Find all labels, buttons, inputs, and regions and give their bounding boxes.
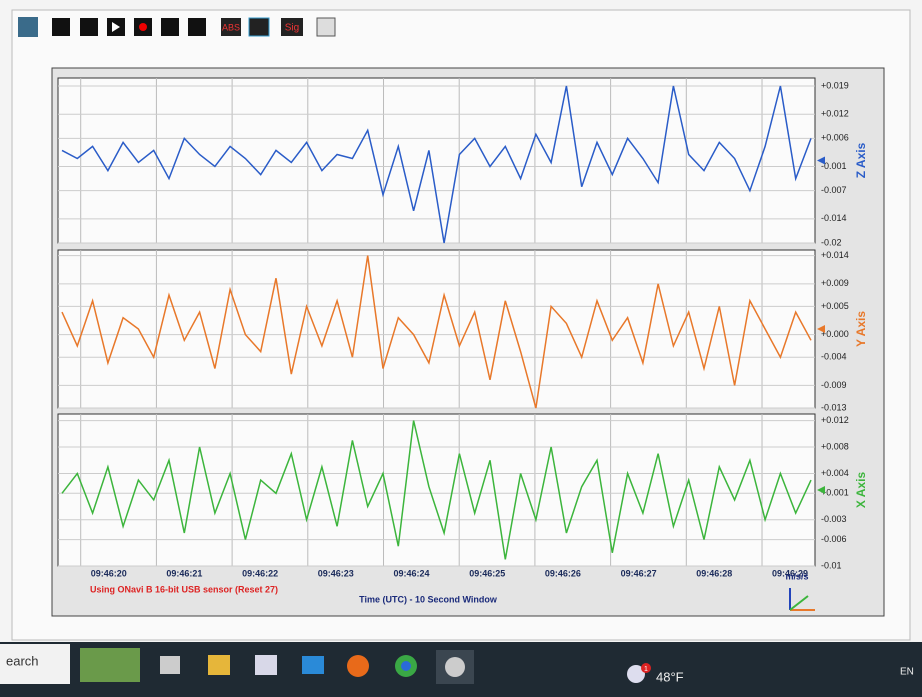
chrome-center <box>401 661 411 671</box>
plot-area <box>57 413 816 567</box>
time-tick-label: 09:46:27 <box>621 568 657 578</box>
weather-icon[interactable] <box>627 665 645 683</box>
y-tick-label: +0.009 <box>821 278 849 288</box>
explorer-icon[interactable] <box>208 655 230 675</box>
y-tick-label: +0.014 <box>821 250 849 260</box>
signal-trace <box>61 420 812 560</box>
plot-area <box>57 77 816 244</box>
time-tick-label: 09:46:24 <box>393 568 429 578</box>
app-icon[interactable] <box>18 17 38 37</box>
sensor-note: Using ONavi B 16-bit USB sensor (Reset 2… <box>90 584 278 594</box>
y-tick-label: -0.01 <box>821 560 842 570</box>
widget-image[interactable] <box>80 648 140 682</box>
time-tick-label: 09:46:22 <box>242 568 278 578</box>
search-box[interactable] <box>0 644 70 684</box>
y-tick-label: +0.012 <box>821 415 849 425</box>
plots: +0.019 +0.012 +0.006 -0.001 -0.007 -0.014 -0.0… <box>57 77 868 578</box>
y-tick-label: +0.005 <box>821 301 849 311</box>
forward-button[interactable] <box>188 18 206 36</box>
abs-label: ABS <box>222 22 240 32</box>
time-tick-label: 09:46:20 <box>91 568 127 578</box>
y-tick-label: -0.001 <box>821 161 847 171</box>
taskview-icon[interactable] <box>160 656 180 674</box>
store-icon[interactable] <box>255 655 277 675</box>
y-tick-label: -0.009 <box>821 380 847 390</box>
time-tick-label: 09:46:23 <box>318 568 354 578</box>
level-marker <box>817 486 825 494</box>
units-label: m/s/s <box>785 571 808 581</box>
scale-button[interactable] <box>248 17 270 37</box>
sig-button[interactable] <box>281 18 303 36</box>
time-axis-title: Time (UTC) - 10 Second Window <box>359 594 498 604</box>
rewind-button[interactable] <box>52 18 70 36</box>
abs-button[interactable] <box>221 18 241 36</box>
y-tick-label: +0.004 <box>821 468 849 478</box>
y-tick-label: +0.012 <box>821 109 849 119</box>
signal-trace <box>61 255 812 409</box>
sig-label: Sig <box>285 23 299 34</box>
y-tick-label: -0.007 <box>821 185 847 195</box>
pause-button[interactable] <box>80 18 98 36</box>
toolbar: ABS Sig <box>18 17 336 37</box>
axis-label: Z Axis <box>854 142 868 178</box>
axes-icon <box>789 588 815 611</box>
y-tick-label: +0.006 <box>821 133 849 143</box>
settings-button[interactable] <box>316 17 336 37</box>
level-marker <box>817 156 825 165</box>
play-icon <box>112 22 120 32</box>
y-tick-label: +0.001 <box>821 488 849 498</box>
weather-text: 48°F <box>656 669 684 684</box>
time-tick-label: 09:46:28 <box>696 568 732 578</box>
record-dot <box>139 23 147 31</box>
y-tick-label: -0.013 <box>821 402 847 412</box>
axis-label: Y Axis <box>854 311 868 347</box>
app-task-icon <box>445 657 465 677</box>
y-tick-label: -0.003 <box>821 514 847 524</box>
y-tick-label: +0.019 <box>821 80 849 90</box>
time-tick-label: 09:46:26 <box>545 568 581 578</box>
time-tick-label: 09:46:25 <box>469 568 505 578</box>
badge-text: 1 <box>644 666 648 673</box>
time-tick-label: 09:46:29 <box>772 568 808 578</box>
time-tick-label: 09:46:21 <box>166 568 202 578</box>
stop-button[interactable] <box>161 18 179 36</box>
mail-icon[interactable] <box>302 656 324 674</box>
signal-trace <box>61 85 812 244</box>
y-tick-label: -0.004 <box>821 352 847 362</box>
y-tick-label: +0.008 <box>821 441 849 451</box>
axis-icon-x <box>789 595 809 611</box>
y-tick-label: +0.000 <box>821 329 849 339</box>
y-tick-label: -0.006 <box>821 534 847 544</box>
axis-label: X Axis <box>854 472 868 509</box>
badge <box>641 663 651 673</box>
level-marker <box>817 325 825 333</box>
y-tick-label: -0.02 <box>821 237 842 247</box>
firefox-icon[interactable] <box>347 655 369 677</box>
search-text: earch <box>6 653 39 668</box>
lang-text: EN <box>900 667 914 678</box>
y-tick-label: -0.014 <box>821 213 847 223</box>
